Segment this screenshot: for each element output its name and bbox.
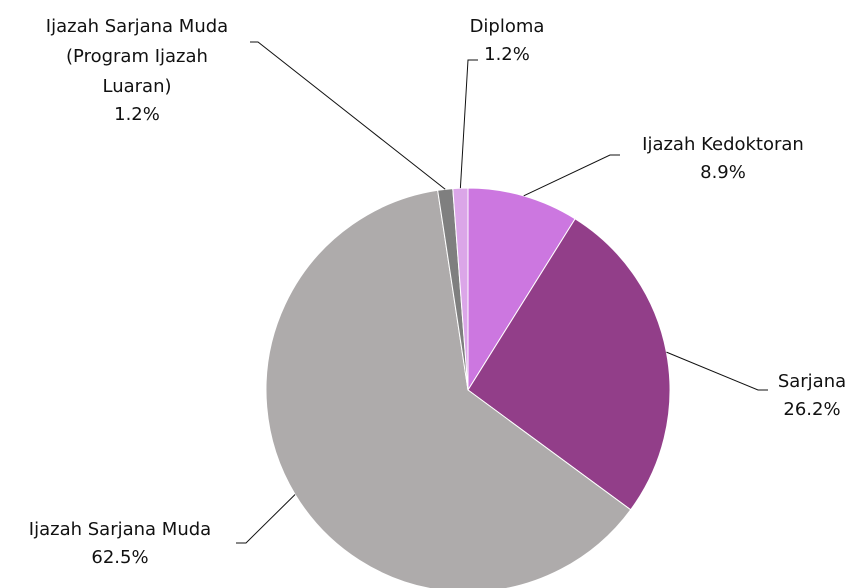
leader-line — [236, 494, 296, 544]
data-label-value: 1.2% — [114, 104, 160, 125]
data-label-value: 8.9% — [700, 162, 746, 183]
pie-slice — [265, 189, 632, 588]
pie-slice — [452, 187, 469, 391]
leader-line — [250, 41, 446, 190]
data-label-value: 1.2% — [484, 44, 530, 65]
data-label-name: Sarjana — [778, 371, 846, 392]
pie-slice — [467, 187, 576, 392]
data-label-name: Ijazah Kedoktoran — [642, 134, 804, 155]
data-label-name: Diploma — [470, 16, 545, 37]
leader-line — [459, 59, 478, 189]
data-label-value: 62.5% — [91, 547, 148, 568]
pie-slice — [467, 218, 671, 511]
data-label-name: Ijazah Sarjana Muda — [29, 519, 211, 540]
leader-line — [666, 351, 768, 391]
leader-line — [523, 154, 620, 197]
data-label-name: Ijazah Sarjana Muda (Program Ijazah Luaran… — [46, 16, 228, 97]
data-label-value: 26.2% — [783, 399, 840, 420]
